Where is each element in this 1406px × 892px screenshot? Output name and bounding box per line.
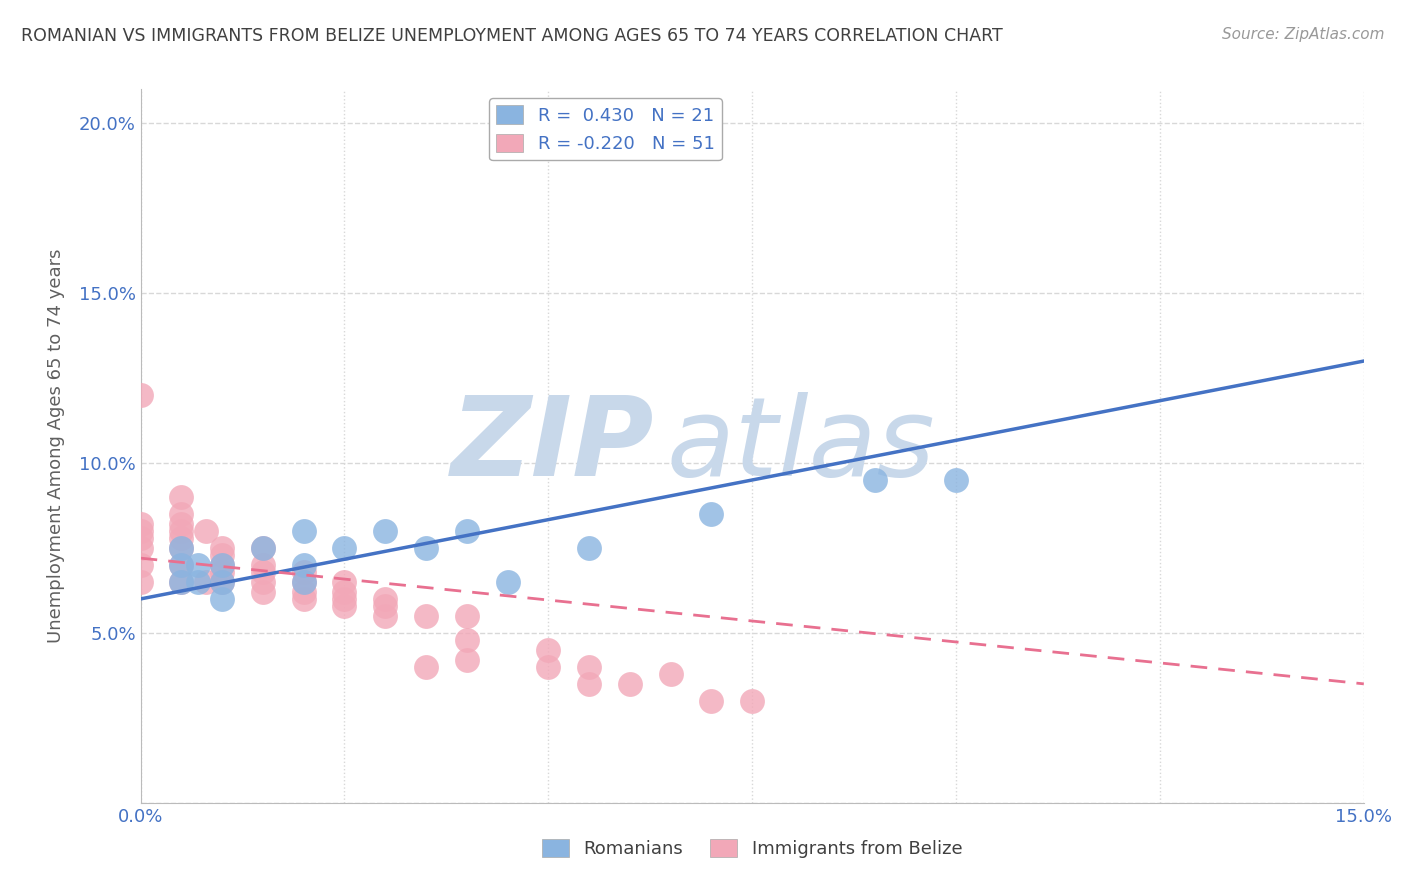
Point [496, 574, 519, 589]
Point [537, 643, 560, 657]
Point [187, 574, 209, 589]
Point [170, 558, 193, 572]
Point [252, 541, 274, 555]
Point [170, 574, 193, 589]
Point [187, 558, 209, 572]
Point [415, 608, 437, 623]
Point [292, 524, 315, 538]
Point [333, 574, 356, 589]
Point [211, 548, 233, 562]
Point [292, 585, 315, 599]
Point [333, 599, 356, 613]
Point [211, 574, 233, 589]
Point [129, 517, 152, 532]
Point [170, 541, 193, 555]
Point [374, 591, 396, 606]
Y-axis label: Unemployment Among Ages 65 to 74 years: Unemployment Among Ages 65 to 74 years [46, 249, 65, 643]
Point [211, 565, 233, 579]
Point [374, 524, 396, 538]
Point [456, 653, 478, 667]
Point [211, 541, 233, 555]
Point [292, 574, 315, 589]
Point [170, 507, 193, 521]
Point [252, 574, 274, 589]
Point [619, 677, 641, 691]
Point [170, 517, 193, 532]
Point [700, 694, 723, 708]
Text: ZIP: ZIP [451, 392, 654, 500]
Point [170, 574, 193, 589]
Point [211, 558, 233, 572]
Point [129, 541, 152, 555]
Point [170, 558, 193, 572]
Point [292, 591, 315, 606]
Point [170, 524, 193, 538]
Point [333, 541, 356, 555]
Point [456, 632, 478, 647]
Point [170, 490, 193, 504]
Point [211, 574, 233, 589]
Point [415, 660, 437, 674]
Legend: Romanians, Immigrants from Belize: Romanians, Immigrants from Belize [534, 831, 970, 865]
Point [129, 388, 152, 402]
Point [741, 694, 763, 708]
Point [211, 591, 233, 606]
Point [252, 558, 274, 572]
Point [211, 558, 233, 572]
Point [945, 473, 967, 487]
Point [333, 591, 356, 606]
Point [292, 574, 315, 589]
Point [374, 599, 396, 613]
Point [578, 677, 600, 691]
Point [252, 565, 274, 579]
Point [252, 541, 274, 555]
Point [374, 608, 396, 623]
Point [578, 660, 600, 674]
Point [170, 531, 193, 545]
Point [700, 507, 723, 521]
Point [129, 558, 152, 572]
Point [333, 585, 356, 599]
Point [252, 585, 274, 599]
Point [292, 565, 315, 579]
Text: ROMANIAN VS IMMIGRANTS FROM BELIZE UNEMPLOYMENT AMONG AGES 65 TO 74 YEARS CORREL: ROMANIAN VS IMMIGRANTS FROM BELIZE UNEMP… [21, 27, 1002, 45]
Point [194, 574, 217, 589]
Text: atlas: atlas [666, 392, 935, 500]
Point [456, 524, 478, 538]
Point [659, 666, 682, 681]
Point [456, 608, 478, 623]
Point [129, 531, 152, 545]
Point [194, 524, 217, 538]
Point [415, 541, 437, 555]
Point [863, 473, 886, 487]
Point [578, 541, 600, 555]
Point [170, 541, 193, 555]
Point [292, 558, 315, 572]
Text: Source: ZipAtlas.com: Source: ZipAtlas.com [1222, 27, 1385, 42]
Point [537, 660, 560, 674]
Point [129, 524, 152, 538]
Point [129, 574, 152, 589]
